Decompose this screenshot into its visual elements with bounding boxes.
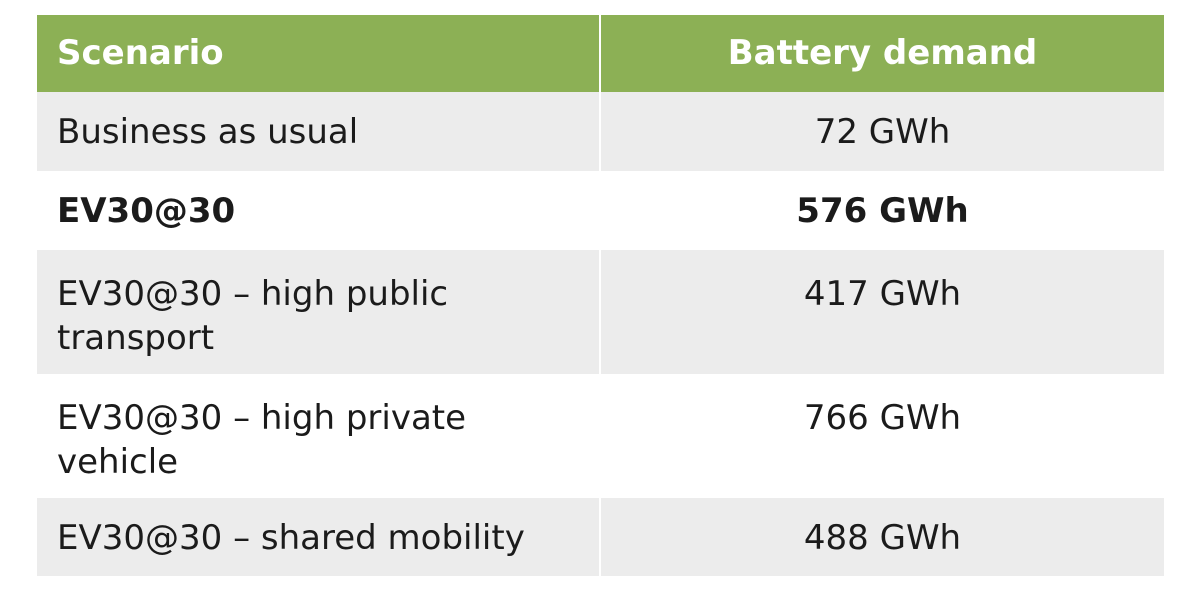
header-scenario: Scenario: [37, 15, 601, 92]
battery-demand-table-container: Scenario Battery demand Business as usua…: [37, 15, 1164, 576]
scenario-cell: EV30@30 – high private vehicle: [37, 374, 601, 498]
battery-demand-table: Scenario Battery demand Business as usua…: [37, 15, 1164, 576]
table-row: Business as usual 72 GWh: [37, 92, 1164, 171]
table-body: Business as usual 72 GWh EV30@30 576 GWh…: [37, 92, 1164, 576]
table-row: EV30@30 – high public transport 417 GWh: [37, 250, 1164, 374]
scenario-cell: EV30@30: [37, 171, 601, 250]
demand-cell: 72 GWh: [600, 92, 1164, 171]
header-row: Scenario Battery demand: [37, 15, 1164, 92]
table-row: EV30@30 – high private vehicle 766 GWh: [37, 374, 1164, 498]
table-row: EV30@30 – shared mobility 488 GWh: [37, 498, 1164, 576]
demand-cell: 488 GWh: [600, 498, 1164, 576]
header-battery-demand: Battery demand: [600, 15, 1164, 92]
table-row: EV30@30 576 GWh: [37, 171, 1164, 250]
scenario-cell: Business as usual: [37, 92, 601, 171]
demand-cell: 576 GWh: [600, 171, 1164, 250]
table-header: Scenario Battery demand: [37, 15, 1164, 92]
demand-cell: 417 GWh: [600, 250, 1164, 374]
scenario-cell: EV30@30 – shared mobility: [37, 498, 601, 576]
scenario-cell: EV30@30 – high public transport: [37, 250, 601, 374]
demand-cell: 766 GWh: [600, 374, 1164, 498]
